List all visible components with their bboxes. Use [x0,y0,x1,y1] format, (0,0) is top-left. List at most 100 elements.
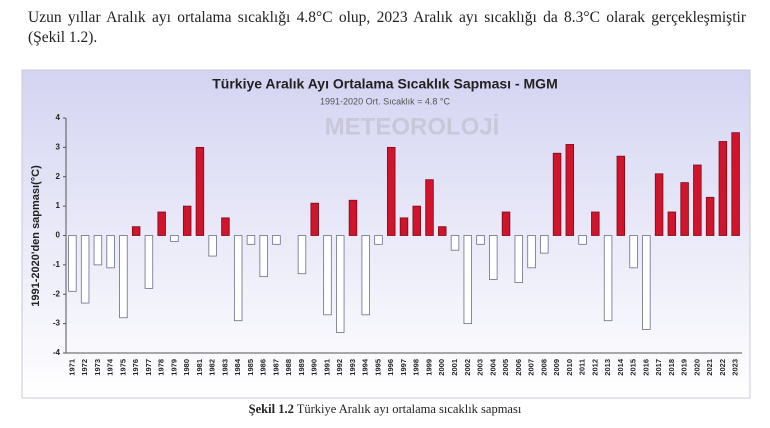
x-tick-label: 2018 [667,359,676,376]
bar [246,235,256,245]
bar [399,217,409,236]
bar [629,235,638,269]
bar [438,226,447,236]
bar [157,211,166,236]
x-tick-label: 2009 [552,359,561,376]
bar [374,235,383,245]
x-tick-label: 2011 [578,359,587,375]
x-tick-label: 2007 [527,359,536,376]
caption-label: Şekil 1.2 [248,402,294,416]
bar [642,235,651,330]
bar [170,235,179,242]
x-tick-label: 1992 [335,359,344,376]
y-tick-label: -2 [53,289,61,298]
x-tick-label: 2004 [488,358,497,376]
x-tick-label: 1981 [195,359,204,376]
bar [323,235,332,316]
y-tick-label: -4 [53,348,61,357]
bar [565,144,575,236]
y-axis-label: 1991-2020'den sapması(°C) [30,165,42,307]
chart: Türkiye Aralık Ayı Ortalama Sıcaklık Sap… [21,69,751,399]
x-tick-label: 1986 [259,359,268,376]
y-tick-label: -1 [53,260,61,269]
x-tick-label: 1987 [271,359,280,376]
paragraph: Uzun yıllar Aralık ayı ortalama sıcaklığ… [28,9,746,46]
x-tick-label: 1995 [373,359,382,376]
x-tick-label: 2023 [731,359,740,376]
bar [552,152,562,236]
x-tick-label: 2003 [476,359,485,376]
x-tick-label: 1983 [220,359,229,376]
x-tick-label: 1973 [93,359,102,376]
x-tick-label: 1972 [80,359,89,376]
x-tick-label: 2016 [641,359,650,376]
bar [195,146,205,236]
bar [335,235,345,333]
x-tick-label: 2000 [437,359,446,376]
x-tick-label: 1975 [118,359,127,376]
bar [718,141,728,236]
x-tick-label: 1978 [157,359,166,376]
bar [425,179,434,236]
x-tick-label: 1989 [297,359,306,376]
x-tick-label: 2002 [463,359,472,376]
y-tick-label: -3 [53,319,61,328]
x-tick-label: 1993 [348,359,357,376]
x-tick-label: 2006 [514,359,523,376]
x-tick-label: 2012 [590,359,599,376]
y-tick-label: 3 [56,142,61,151]
x-tick-label: 1976 [131,359,140,376]
x-tick-label: 2013 [603,359,612,376]
x-tick-label: 1994 [361,358,370,376]
y-tick-label: 2 [56,172,61,181]
bar [463,235,473,325]
x-tick-label: 2008 [539,359,548,376]
bar [221,217,230,236]
x-tick-label: 2020 [692,359,701,376]
x-tick-label: 2005 [501,359,510,376]
x-tick-label: 2015 [629,359,638,376]
bar [387,146,396,236]
chart-frame [21,69,751,399]
bar [501,211,511,236]
bar [591,211,600,236]
bar [616,155,626,236]
bar [297,235,307,275]
bar [578,235,587,245]
x-tick-label: 1977 [144,359,153,376]
x-tick-label: 1979 [169,359,178,376]
x-tick-label: 2010 [565,359,574,376]
bar [489,235,498,280]
bar [208,235,217,257]
bar [131,226,141,236]
bar [80,235,90,304]
bar [119,235,128,319]
x-tick-label: 2021 [705,359,714,376]
x-tick-label: 1997 [399,359,408,376]
x-tick-label: 1999 [424,359,433,376]
bar [144,235,154,289]
caption-text: Türkiye Aralık ayı ortalama sıcaklık sap… [296,402,522,416]
bar [654,173,664,236]
x-tick-label: 1998 [412,359,421,376]
bar [693,164,702,236]
bar [540,235,549,254]
bar [731,132,740,236]
bar [361,235,370,316]
bar [680,182,689,236]
bar [272,235,281,245]
bar [182,205,192,236]
chart-subtitle: 1991-2020 Ort. Sıcaklık = 4.8 °C [320,96,450,106]
x-tick-label: 1982 [208,359,217,376]
x-tick-label: 1988 [284,359,293,376]
bar [68,235,77,292]
y-tick-label: 1 [56,201,61,210]
bar [106,235,115,269]
x-tick-label: 1980 [182,359,191,376]
bar [603,235,613,322]
bar [514,235,524,283]
bar [667,211,677,236]
watermark: METEOROLOJİ [325,113,500,140]
x-tick-label: 1974 [106,358,115,376]
